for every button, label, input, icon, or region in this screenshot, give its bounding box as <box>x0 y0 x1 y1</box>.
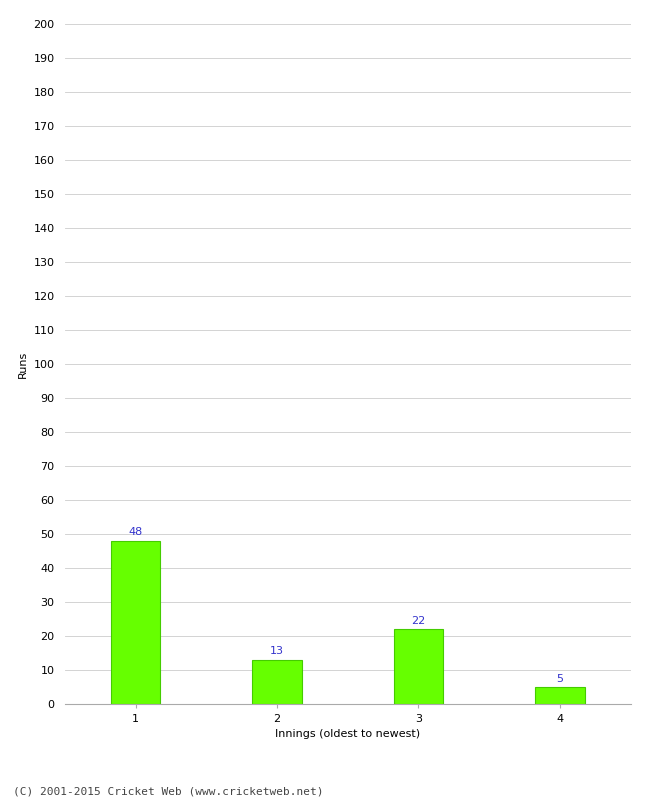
Text: 48: 48 <box>129 527 143 538</box>
Bar <box>394 629 443 704</box>
Text: 5: 5 <box>556 674 564 683</box>
X-axis label: Innings (oldest to newest): Innings (oldest to newest) <box>275 730 421 739</box>
Text: 13: 13 <box>270 646 284 656</box>
Bar <box>111 541 161 704</box>
Bar <box>252 660 302 704</box>
Y-axis label: Runs: Runs <box>18 350 28 378</box>
Text: (C) 2001-2015 Cricket Web (www.cricketweb.net): (C) 2001-2015 Cricket Web (www.cricketwe… <box>13 786 324 796</box>
Text: 22: 22 <box>411 616 426 626</box>
Bar <box>535 687 584 704</box>
